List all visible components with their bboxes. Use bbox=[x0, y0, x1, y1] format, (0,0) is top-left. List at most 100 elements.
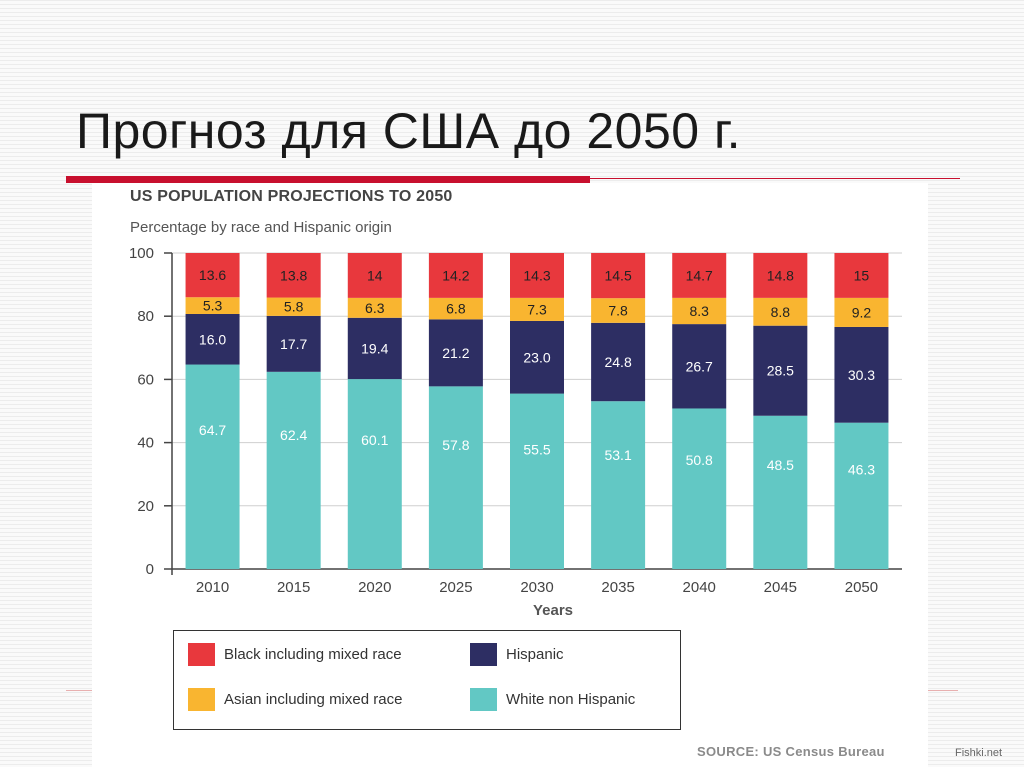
bar-segment bbox=[347, 297, 402, 318]
data-label: 53.1 bbox=[604, 447, 631, 463]
bar-segment bbox=[834, 297, 889, 327]
bar-segment bbox=[347, 379, 402, 569]
data-label: 24.8 bbox=[604, 354, 631, 370]
bar-segment bbox=[185, 253, 240, 298]
chart-title: US POPULATION PROJECTIONS TO 2050 bbox=[130, 188, 453, 205]
bar-segment bbox=[510, 320, 564, 394]
data-label: 57.8 bbox=[442, 437, 469, 453]
title-accent-line bbox=[590, 178, 960, 179]
y-tick-label: 40 bbox=[137, 435, 154, 452]
data-label: 30.3 bbox=[848, 367, 875, 383]
bar-segment bbox=[591, 253, 646, 299]
data-label: 8.3 bbox=[689, 303, 709, 319]
stacked-bar-chart: 02040608010064.716.05.313.6201062.417.75… bbox=[129, 245, 902, 619]
x-tick-label: 2040 bbox=[683, 579, 716, 596]
y-tick-label: 0 bbox=[146, 561, 154, 578]
bar-segment bbox=[591, 322, 646, 402]
bar-segment bbox=[185, 297, 240, 314]
chart-subtitle: Percentage by race and Hispanic origin bbox=[130, 219, 392, 236]
bar-segment bbox=[591, 401, 646, 569]
legend-item-asian: Asian including mixed race bbox=[188, 688, 402, 711]
legend-label-white: White non Hispanic bbox=[506, 691, 636, 708]
bar-segment bbox=[510, 393, 564, 569]
data-label: 13.8 bbox=[280, 267, 307, 283]
bar-segment bbox=[753, 415, 808, 569]
data-label: 14 bbox=[367, 267, 383, 283]
data-label: 19.4 bbox=[361, 340, 388, 356]
bar-segment bbox=[185, 313, 240, 365]
data-label: 14.2 bbox=[442, 267, 469, 283]
y-tick-label: 20 bbox=[137, 498, 154, 515]
title-accent-bar bbox=[66, 176, 590, 183]
bar-segment bbox=[753, 253, 808, 298]
data-label: 7.8 bbox=[608, 303, 628, 319]
data-label: 21.2 bbox=[442, 345, 469, 361]
bar-segment bbox=[428, 386, 483, 569]
bar-segment bbox=[266, 371, 321, 569]
legend-swatch-hispanic bbox=[470, 643, 497, 666]
bar-segment bbox=[510, 297, 564, 321]
x-tick-label: 2035 bbox=[601, 579, 634, 596]
bar-segment bbox=[753, 297, 808, 326]
bar-segment bbox=[672, 297, 727, 325]
data-label: 14.5 bbox=[604, 268, 631, 284]
bar-segment bbox=[672, 408, 727, 569]
accent-line-right bbox=[928, 690, 958, 691]
legend-swatch-white bbox=[470, 688, 497, 711]
legend-label-hispanic: Hispanic bbox=[506, 646, 564, 663]
bar-segment bbox=[266, 297, 321, 316]
data-label: 60.1 bbox=[361, 432, 388, 448]
data-label: 26.7 bbox=[686, 358, 713, 374]
legend-item-hispanic: Hispanic bbox=[470, 643, 564, 666]
legend-item-white: White non Hispanic bbox=[470, 688, 635, 711]
y-tick-label: 80 bbox=[137, 308, 154, 325]
data-label: 5.8 bbox=[284, 299, 304, 315]
bar-segment bbox=[347, 317, 402, 380]
chart-legend: Black including mixed race Hispanic Asia… bbox=[173, 630, 681, 730]
x-tick-label: 2025 bbox=[439, 579, 472, 596]
data-label: 9.2 bbox=[852, 304, 872, 320]
bar-segment bbox=[753, 325, 808, 416]
y-tick-label: 100 bbox=[129, 245, 154, 262]
data-label: 23.0 bbox=[523, 349, 550, 365]
x-tick-label: 2050 bbox=[845, 579, 878, 596]
data-label: 5.3 bbox=[203, 298, 223, 314]
data-label: 6.8 bbox=[446, 301, 466, 317]
data-label: 50.8 bbox=[686, 452, 713, 468]
bar-segment bbox=[834, 253, 889, 298]
source-note: SOURCE: US Census Bureau bbox=[697, 744, 885, 759]
data-label: 55.5 bbox=[523, 442, 550, 458]
bar-segment bbox=[834, 326, 889, 423]
bar-segment bbox=[185, 364, 240, 569]
y-tick-label: 60 bbox=[137, 371, 154, 388]
data-label: 14.8 bbox=[767, 267, 794, 283]
bar-segment bbox=[347, 253, 402, 298]
bar-segment bbox=[428, 297, 483, 320]
data-label: 62.4 bbox=[280, 427, 307, 443]
x-tick-label: 2030 bbox=[520, 579, 553, 596]
data-label: 6.3 bbox=[365, 300, 385, 316]
accent-line-left bbox=[66, 690, 92, 691]
bar-segment bbox=[266, 315, 321, 372]
data-label: 7.3 bbox=[527, 301, 547, 317]
x-tick-label: 2045 bbox=[764, 579, 797, 596]
data-label: 8.8 bbox=[771, 304, 791, 320]
bar-segment bbox=[428, 253, 483, 298]
data-label: 64.7 bbox=[199, 422, 226, 438]
x-tick-label: 2020 bbox=[358, 579, 391, 596]
legend-item-black: Black including mixed race bbox=[188, 643, 402, 666]
bar-segment bbox=[428, 319, 483, 387]
legend-label-asian: Asian including mixed race bbox=[224, 691, 403, 708]
slide-title: Прогноз для США до 2050 г. bbox=[76, 103, 741, 159]
data-label: 28.5 bbox=[767, 363, 794, 379]
x-tick-label: 2010 bbox=[196, 579, 229, 596]
legend-swatch-asian bbox=[188, 688, 215, 711]
legend-label-black: Black including mixed race bbox=[224, 646, 402, 663]
bar-segment bbox=[266, 253, 321, 298]
bar-segment bbox=[834, 422, 889, 569]
data-label: 15 bbox=[854, 267, 870, 283]
data-label: 14.3 bbox=[523, 267, 550, 283]
data-label: 48.5 bbox=[767, 457, 794, 473]
data-label: 16.0 bbox=[199, 331, 226, 347]
x-axis-label: Years bbox=[533, 602, 573, 619]
